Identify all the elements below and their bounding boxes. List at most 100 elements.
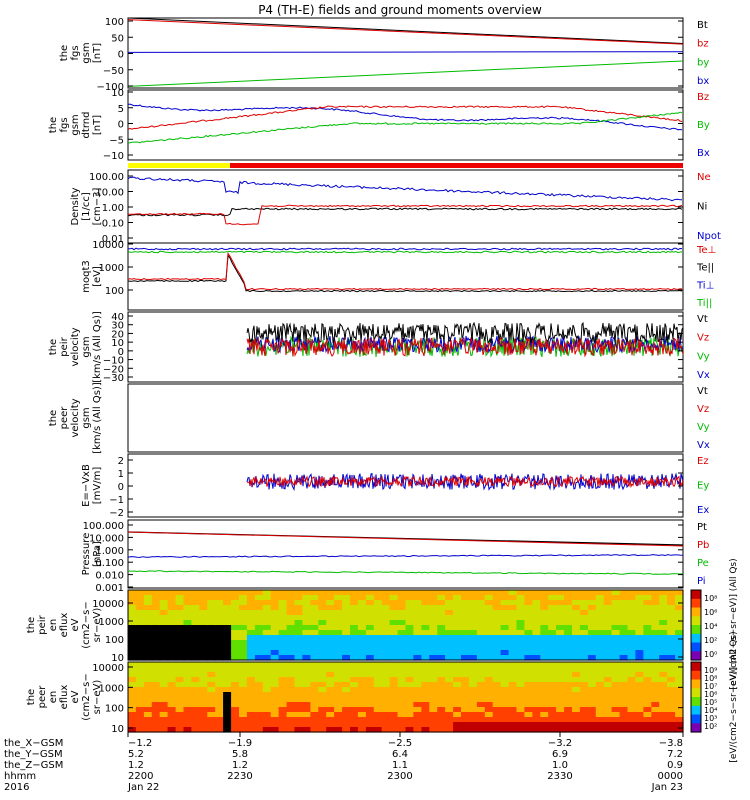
heatmap-cell <box>310 635 319 641</box>
heatmap-cell <box>167 595 177 601</box>
heatmap-cell <box>508 615 518 621</box>
heatmap-cell <box>476 640 486 646</box>
ylabel-line: en <box>48 691 59 704</box>
heatmap-cell <box>659 645 668 651</box>
ylabel-line: eflux <box>59 613 70 638</box>
heatmap-cell <box>151 620 161 626</box>
heatmap-cell <box>635 610 644 616</box>
heatmap-cell <box>262 625 272 631</box>
heatmap-cell <box>516 697 525 703</box>
heatmap-cell <box>651 590 660 596</box>
heatmap-cell <box>294 687 303 693</box>
heatmap-cell <box>572 677 581 683</box>
heatmap-cell <box>318 687 327 693</box>
heatmap-cell <box>246 672 256 678</box>
heatmap-cell <box>286 605 296 611</box>
heatmap-cell <box>508 590 518 596</box>
heatmap-cell <box>207 630 216 636</box>
heatmap-cell <box>413 667 422 673</box>
heatmap-cell <box>540 717 549 723</box>
heatmap-cell <box>619 595 629 601</box>
heatmap-cell <box>564 600 573 606</box>
heatmap-cell <box>476 625 486 631</box>
heatmap-cell <box>556 707 565 713</box>
ytick-label: 0 <box>118 120 124 131</box>
heatmap-cell <box>199 620 208 626</box>
ylabel-6: the peer velocity gsm [km/s (All Qs)] <box>48 382 103 454</box>
heatmap-cell <box>437 717 446 723</box>
heatmap-cell <box>564 692 573 698</box>
heatmap-cell <box>278 692 288 698</box>
heatmap-cell <box>326 605 335 611</box>
heatmap-cell <box>413 605 422 611</box>
heatmap-cell <box>461 707 470 713</box>
legend-Vt: Vt <box>697 314 708 325</box>
heatmap-cell <box>508 600 518 606</box>
heatmap-cell <box>540 662 549 668</box>
heatmap-cell <box>540 687 549 693</box>
heatmap-cell <box>294 635 303 641</box>
heatmap-cell <box>135 682 145 688</box>
heatmap-cell <box>135 712 145 718</box>
heatmap-cell <box>223 682 232 688</box>
ylabel-line: the <box>59 45 70 61</box>
heatmap-cell <box>326 702 335 708</box>
heatmap-cell <box>135 635 145 641</box>
heatmap-cell <box>579 677 589 683</box>
heatmap-cell <box>643 702 652 708</box>
heatmap-cell <box>239 692 248 698</box>
heatmap-cell <box>500 697 510 703</box>
legend-Ne: Ne <box>697 172 711 183</box>
ytick-label: 0 <box>118 50 124 61</box>
heatmap-cell <box>223 687 232 693</box>
heatmap-cell <box>548 692 557 698</box>
heatmap-cell <box>239 687 248 693</box>
heatmap-cell <box>159 655 169 661</box>
heatmap-cell <box>635 650 644 656</box>
heatmap-cell <box>556 600 565 606</box>
heatmap-cell <box>524 722 533 728</box>
heatmap-cell <box>492 630 502 636</box>
heatmap-cell <box>421 645 430 651</box>
heatmap-cell <box>587 600 597 606</box>
heatmap-cell <box>135 600 145 606</box>
panel-frame <box>127 17 684 89</box>
heatmap-cell <box>175 620 185 626</box>
heatmap-cell <box>262 667 272 673</box>
heatmap-cell <box>381 600 391 606</box>
heatmap-cell <box>587 645 597 651</box>
heatmap-cell <box>508 605 518 611</box>
heatmap-cell <box>643 655 652 661</box>
heatmap-cell <box>421 707 430 713</box>
heatmap-cell <box>556 655 565 661</box>
heatmap-cell <box>627 667 636 673</box>
heatmap-cell <box>500 692 510 698</box>
heatmap-cell <box>215 697 224 703</box>
heatmap-cell <box>286 595 296 601</box>
heatmap-cell <box>215 692 224 698</box>
ytick-label: 1.00 <box>102 203 124 214</box>
xaxis-value: 1.0 <box>552 760 568 771</box>
heatmap-cell <box>572 687 581 693</box>
heatmap-cell <box>564 702 573 708</box>
heatmap-cell <box>167 717 177 723</box>
heatmap-cell <box>484 590 494 596</box>
heatmap-cell <box>278 662 288 668</box>
heatmap-cell <box>151 655 161 661</box>
heatmap-cell <box>231 645 240 651</box>
heatmap-cell <box>143 610 153 616</box>
heatmap-cell <box>437 620 446 626</box>
ylabel-line: [1/cc] <box>81 192 92 221</box>
heatmap-cell <box>135 630 145 636</box>
heatmap-cell <box>135 605 145 611</box>
heatmap-cell <box>143 595 153 601</box>
heatmap-cell <box>175 655 185 661</box>
heatmap-cell <box>643 727 652 733</box>
heatmap-cell <box>492 650 502 656</box>
heatmap-cell <box>476 707 486 713</box>
heatmap-cell <box>128 655 137 661</box>
heatmap-cell <box>429 630 438 636</box>
heatmap-cell <box>667 692 676 698</box>
heatmap-cell <box>342 635 351 641</box>
heatmap-cell <box>286 600 296 606</box>
